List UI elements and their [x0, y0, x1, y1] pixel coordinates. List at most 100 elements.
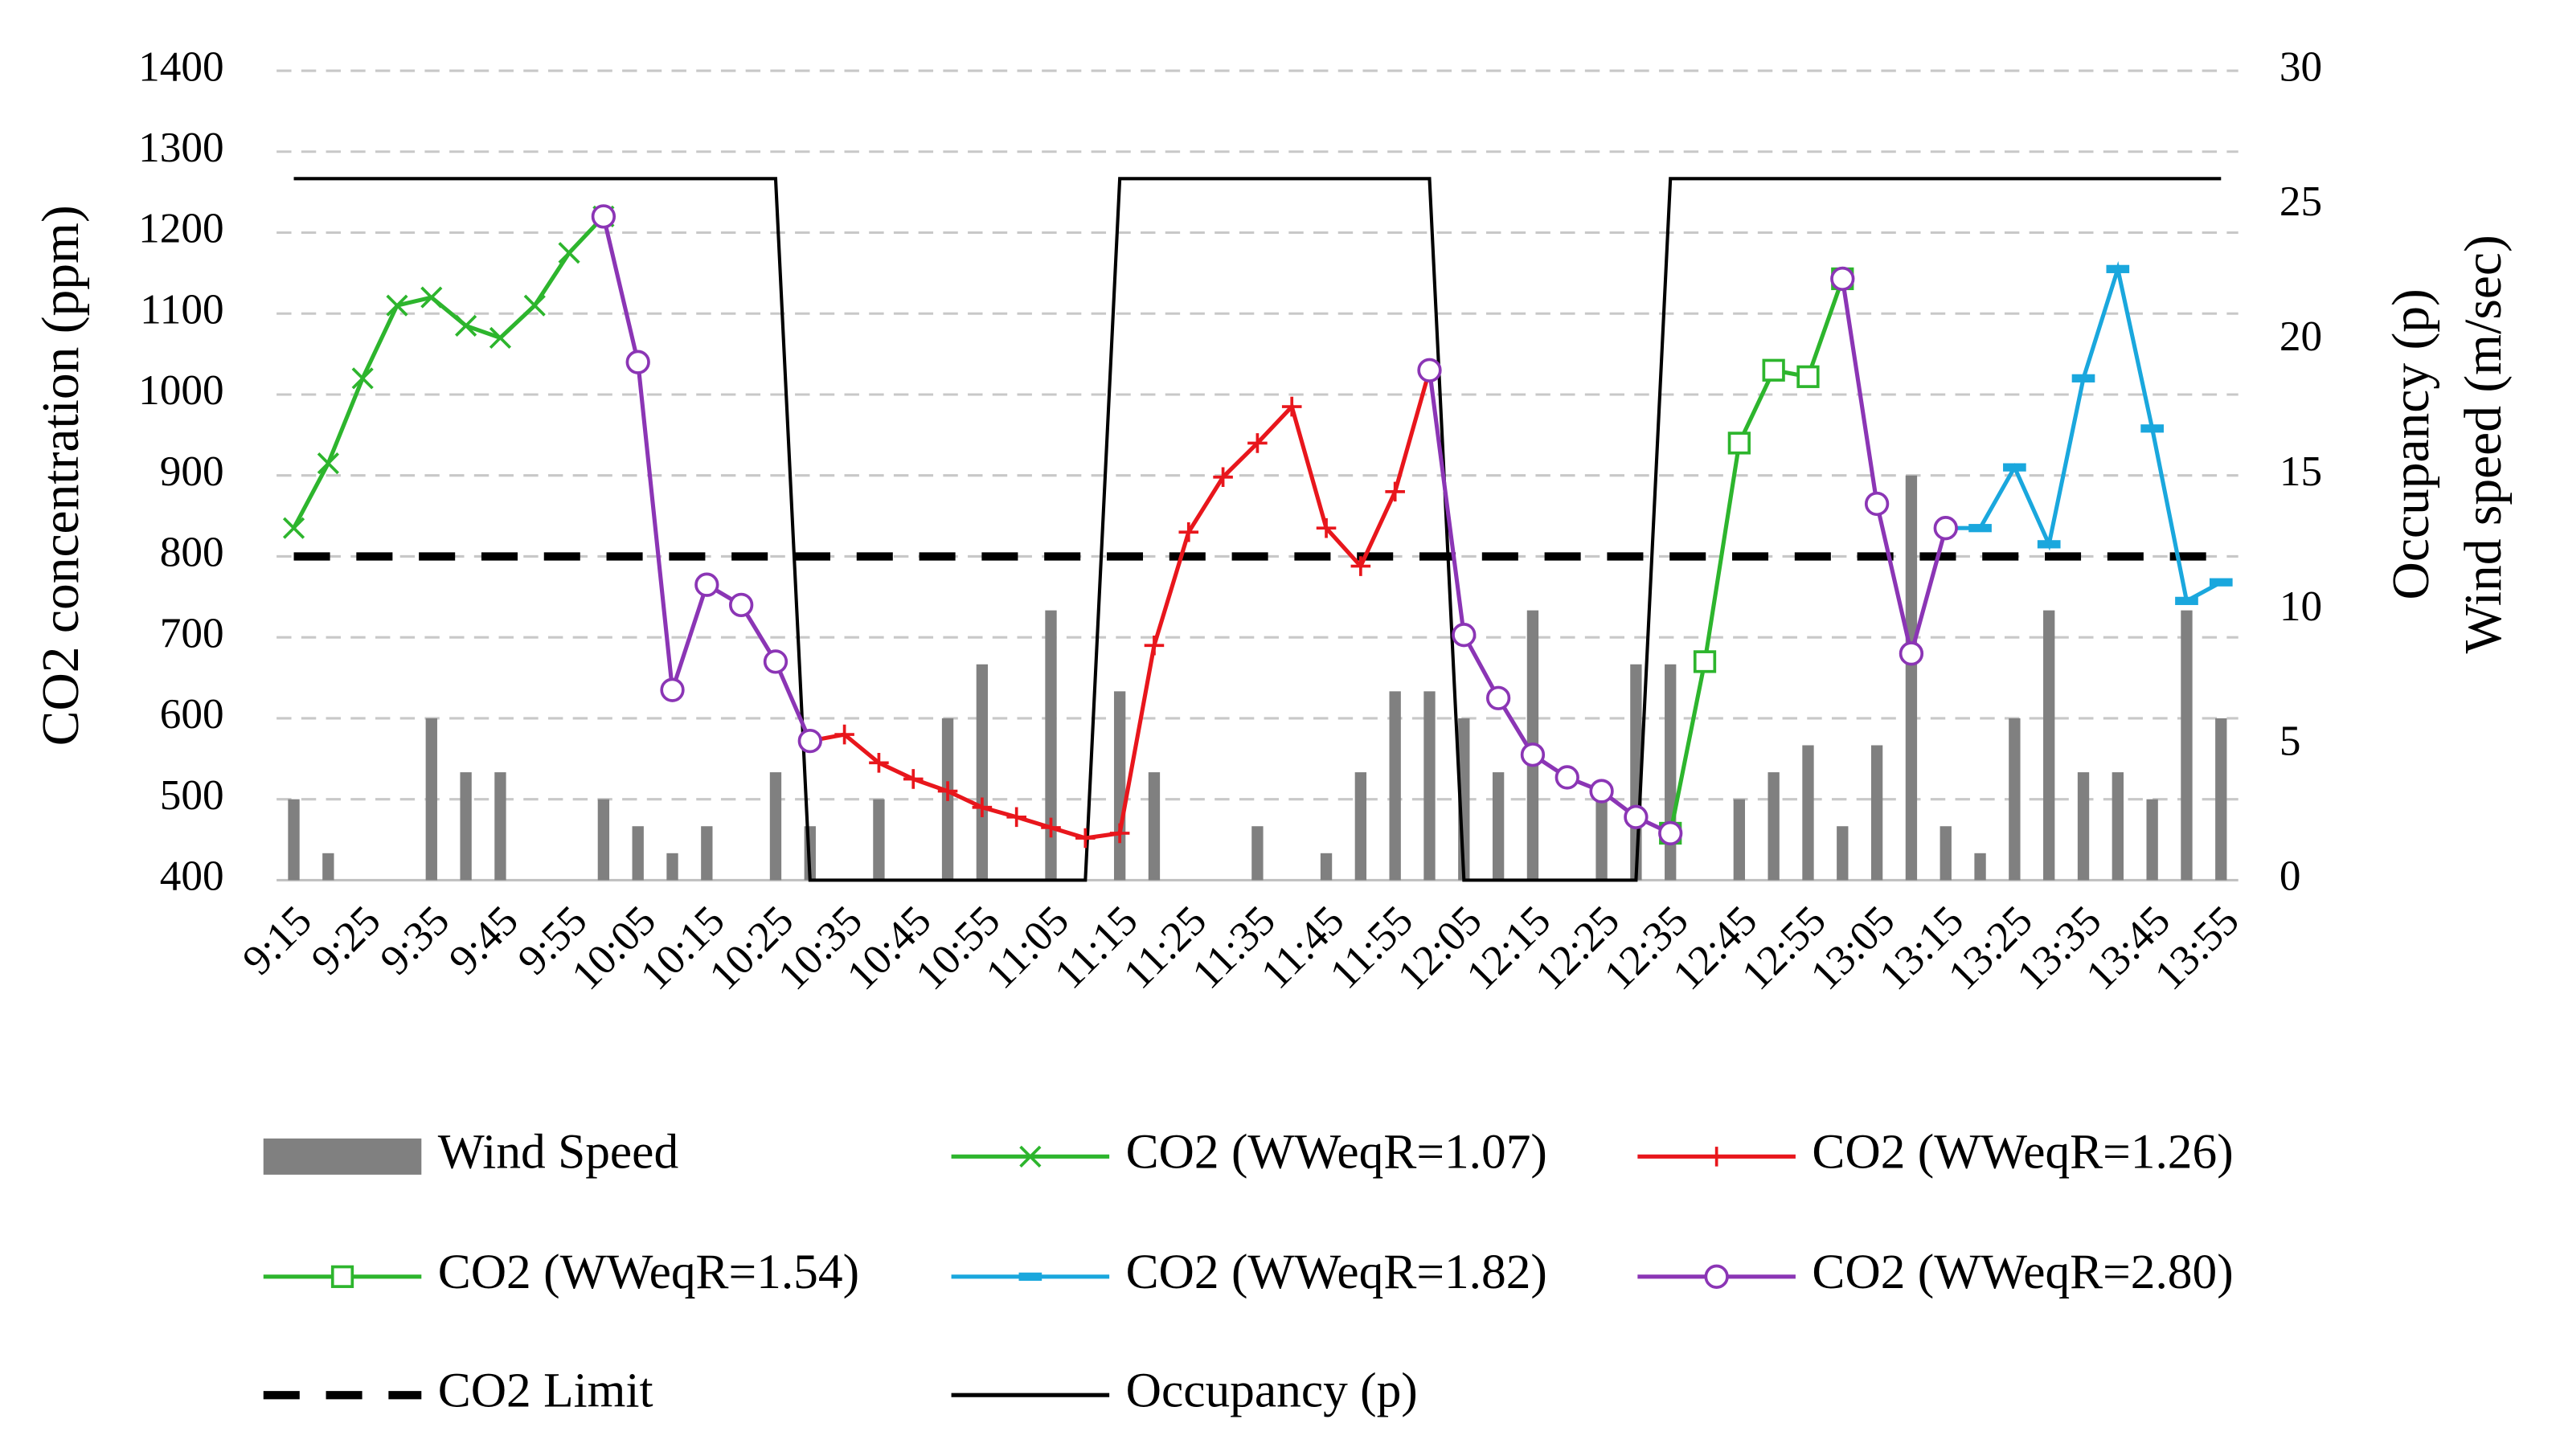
marker	[1485, 685, 1511, 710]
bar	[460, 772, 472, 881]
marker	[1385, 481, 1405, 502]
bar	[976, 664, 989, 881]
marker	[1933, 516, 1958, 541]
x-tick-label: 9:35	[371, 897, 459, 984]
marker	[625, 350, 650, 374]
x-tick-label: 9:45	[440, 897, 527, 984]
bar	[1354, 772, 1367, 881]
marker	[386, 294, 408, 317]
bar	[1045, 610, 1057, 881]
legend-label: Wind Speed	[438, 1124, 678, 1179]
marker	[1704, 1264, 1729, 1289]
y-tick-label: 400	[160, 853, 224, 900]
marker	[1178, 521, 1199, 542]
marker	[2175, 596, 2198, 605]
bar	[425, 718, 437, 881]
marker	[1019, 1145, 1042, 1168]
legend-label: CO2 (WWeqR=1.26)	[1812, 1124, 2233, 1179]
bar	[2181, 610, 2193, 881]
marker	[2037, 540, 2061, 549]
y2-axis-label: Wind speed (m/sec)	[2455, 235, 2513, 653]
marker	[317, 452, 339, 475]
marker	[972, 797, 993, 818]
marker	[1968, 524, 1992, 533]
bar	[632, 826, 644, 881]
bar	[288, 799, 300, 881]
marker	[694, 572, 719, 597]
legend-label: CO2 (WWeqR=2.80)	[1812, 1245, 2233, 1299]
marker	[729, 592, 754, 618]
marker	[937, 781, 958, 801]
bar	[1940, 826, 1952, 881]
marker	[1520, 742, 1546, 767]
y-tick-label: 800	[160, 529, 224, 576]
marker	[1006, 807, 1026, 828]
marker	[763, 649, 789, 674]
marker	[523, 294, 546, 317]
marker	[282, 517, 305, 539]
marker	[1075, 828, 1096, 849]
marker	[330, 1265, 354, 1288]
x-tick-label: 9:15	[233, 897, 321, 984]
bar	[1767, 772, 1780, 881]
marker	[1144, 635, 1165, 656]
bar	[1733, 799, 1746, 881]
bar	[2009, 718, 2021, 881]
marker	[1109, 823, 1130, 844]
bar	[1492, 772, 1505, 881]
bar	[769, 772, 782, 881]
y-tick-label: 700	[160, 609, 224, 656]
bar	[1837, 826, 1849, 881]
bar	[873, 799, 885, 881]
bar	[2077, 772, 2090, 881]
marker	[1281, 396, 1302, 417]
bar	[2043, 610, 2055, 881]
marker	[1658, 820, 1683, 846]
marker	[1796, 365, 1820, 388]
legend-label: CO2 (WWeqR=1.82)	[1126, 1245, 1547, 1299]
marker	[834, 724, 854, 745]
bar	[494, 772, 506, 881]
y2-tick-label: 5	[2280, 718, 2301, 765]
y-tick-label: 900	[160, 448, 224, 495]
y2-tick-label: 10	[2280, 583, 2322, 630]
bar	[1389, 691, 1401, 881]
marker	[1762, 358, 1785, 382]
line	[1945, 260, 2222, 604]
marker	[2071, 374, 2095, 382]
y2-tick-label: 20	[2280, 313, 2322, 360]
legend-label: CO2 (WWeqR=1.54)	[438, 1245, 859, 1299]
marker	[1213, 467, 1233, 488]
marker	[869, 753, 889, 773]
bar	[701, 826, 713, 881]
bar	[2112, 772, 2124, 881]
y2-axis-label: Occupancy (p)	[2382, 288, 2440, 599]
y-axis-label: CO2 concentration (ppm)	[32, 205, 90, 746]
bar	[1320, 853, 1333, 881]
y-tick-label: 1300	[138, 124, 223, 171]
marker	[455, 314, 477, 337]
y-tick-label: 1100	[140, 285, 223, 333]
marker	[2106, 264, 2130, 273]
y-tick-label: 500	[160, 771, 224, 819]
bar	[1665, 664, 1677, 881]
bar	[1423, 691, 1436, 881]
bar	[1148, 772, 1161, 881]
y-tick-label: 1000	[138, 366, 223, 414]
marker	[1247, 433, 1268, 453]
y2-tick-label: 30	[2280, 43, 2322, 90]
marker	[1316, 517, 1337, 538]
marker	[1864, 491, 1890, 517]
marker	[1693, 650, 1717, 673]
marker	[1830, 266, 1855, 292]
line	[292, 215, 605, 530]
marker	[489, 326, 512, 350]
marker	[1589, 779, 1614, 804]
marker	[1727, 431, 1751, 455]
marker	[903, 769, 924, 789]
bar	[322, 853, 334, 881]
bar	[1802, 745, 1814, 881]
marker	[420, 286, 443, 309]
